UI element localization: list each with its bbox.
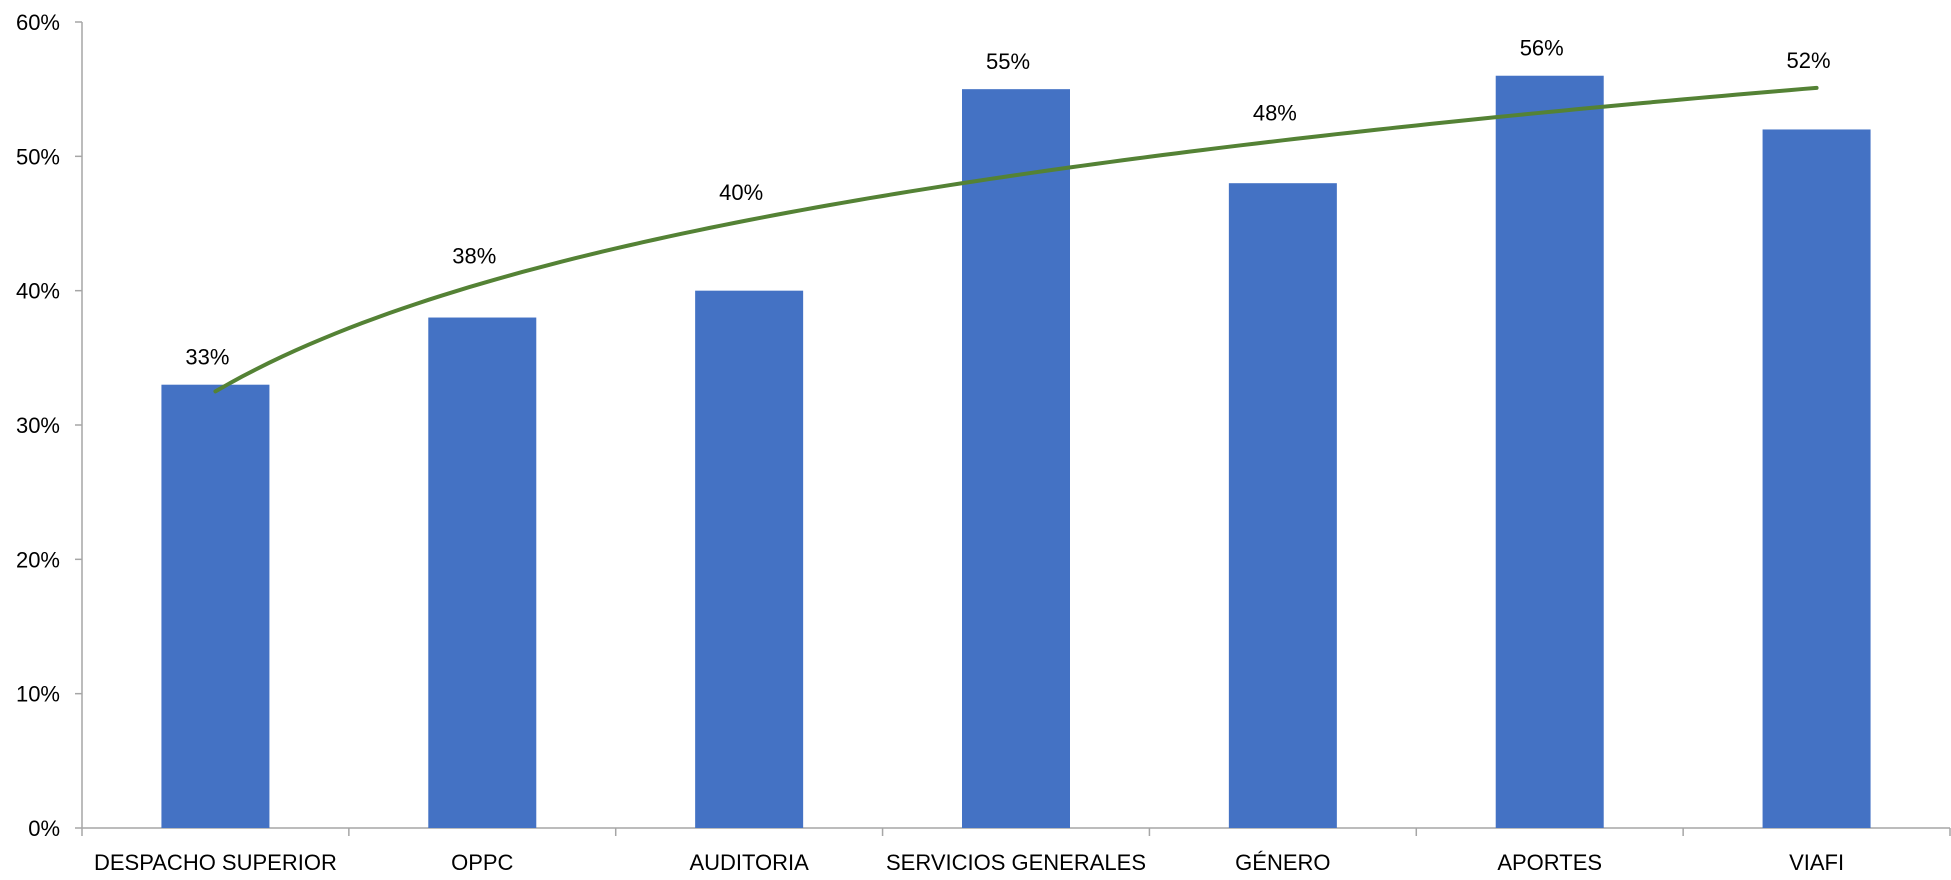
x-axis: DESPACHO SUPERIOR OPPC AUDITORIA SERVICIOS … <box>81 827 1951 875</box>
bar <box>161 384 270 828</box>
x-tick-label: AUDITORIA <box>689 850 809 875</box>
x-tick-label: APORTES <box>1497 850 1602 875</box>
y-tick-label: 60% <box>16 10 60 35</box>
bars <box>161 75 1871 829</box>
y-tick-label: 0% <box>28 816 60 841</box>
data-label: 40% <box>719 180 763 205</box>
x-tick-label: SERVICIOS GENERALES <box>886 850 1146 875</box>
data-label: 48% <box>1253 100 1297 125</box>
x-tick-label: OPPC <box>451 850 513 875</box>
data-label: 52% <box>1787 48 1831 73</box>
data-label: 33% <box>185 345 229 370</box>
y-tick-label: 10% <box>16 682 60 707</box>
data-label: 56% <box>1520 36 1564 61</box>
bar <box>962 89 1070 828</box>
bar <box>1228 183 1337 828</box>
data-labels: 33% 38% 40% 55% 48% 56% 52% <box>185 36 1830 370</box>
data-label: 38% <box>452 243 496 268</box>
x-tick-label: VIAFI <box>1789 850 1844 875</box>
y-axis: 0% 10% 20% 30% 40% 50% 60% <box>16 10 83 841</box>
bar <box>1495 75 1604 828</box>
trendline <box>213 85 1819 394</box>
y-tick-label: 50% <box>16 144 60 169</box>
x-tick-label: GÉNERO <box>1235 850 1330 875</box>
y-tick-label: 40% <box>16 279 60 304</box>
bar <box>428 317 537 828</box>
trendline-group <box>213 85 1819 394</box>
x-tick-label: DESPACHO SUPERIOR <box>94 850 337 875</box>
bar <box>1762 129 1871 828</box>
y-tick-label: 30% <box>16 413 60 438</box>
bar <box>695 290 804 829</box>
y-tick-label: 20% <box>16 547 60 572</box>
data-label: 55% <box>986 49 1030 74</box>
